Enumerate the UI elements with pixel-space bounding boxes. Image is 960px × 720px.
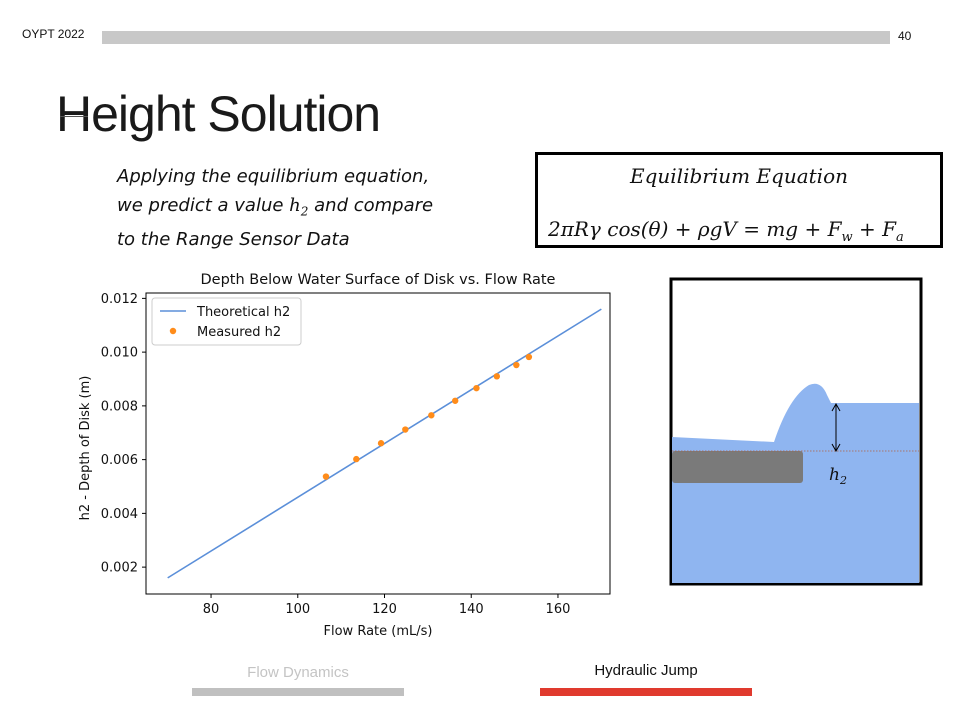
theoretical-h2-line — [167, 308, 602, 579]
measured-h2-point — [377, 440, 385, 447]
y-axis-label: h2 - Depth of Disk (m) — [78, 376, 93, 521]
depth-flow-chart: Depth Below Water Surface of Disk vs. Fl… — [78, 272, 611, 639]
intro-line-2a: we predict a value — [117, 194, 290, 216]
chart-title: Depth Below Water Surface of Disk vs. Fl… — [201, 272, 556, 288]
header-left-label: OYPT 2022 — [22, 27, 85, 41]
h2-arrow-head-bottom — [831, 443, 841, 453]
slide-title: Height Solution — [56, 86, 381, 142]
legend-label-measured: Measured h2 — [197, 325, 281, 340]
intro-var-h: h — [289, 194, 301, 216]
intro-var-sub: 2 — [300, 204, 309, 219]
legend-dot-swatch — [169, 327, 177, 335]
text-cursor — [60, 116, 88, 117]
h2-label-sub: 2 — [839, 474, 847, 487]
equation-mid: + F — [852, 217, 896, 241]
intro-line-1: Applying the equilibrium equation, — [117, 166, 430, 187]
disk — [672, 451, 803, 483]
y-tick-label: 0.002 — [101, 561, 138, 576]
nav-flow-dynamics-bar — [192, 688, 404, 696]
chart-series — [167, 308, 602, 579]
y-tick-label: 0.008 — [101, 399, 138, 414]
disk-jump-diagram: h2 — [669, 277, 923, 586]
header-progress-bar — [102, 31, 890, 44]
plot-frame — [145, 292, 611, 595]
y-tick-label: 0.004 — [101, 507, 138, 522]
equation-sub-a: a — [895, 230, 904, 245]
x-axis-label: Flow Rate (mL/s) — [324, 624, 433, 639]
x-tick-label: 120 — [372, 602, 397, 617]
h2-arrow-head-top — [831, 402, 841, 412]
measured-h2-point — [473, 384, 480, 392]
intro-line-2: we predict a value h2 and compare — [117, 192, 497, 226]
equation-box: Equilibrium Equation 2πRγ cos(θ) + ρgV =… — [535, 152, 943, 248]
y-axis-ticks: 0.002 0.004 0.006 0.008 0.010 0.012 — [101, 292, 146, 576]
water-region — [672, 383, 919, 583]
y-tick-label: 0.006 — [101, 453, 138, 468]
measured-h2-point — [353, 455, 360, 463]
x-tick-label: 140 — [459, 602, 484, 617]
measured-h2-point — [493, 373, 501, 380]
measured-h2-point — [402, 426, 409, 433]
page-number: 40 — [898, 29, 912, 43]
equation-text: 2πRγ cos(θ) + ρgV = mg + Fw + Fa — [548, 217, 904, 245]
y-tick-label: 0.010 — [101, 346, 138, 361]
equation-title: Equilibrium Equation — [630, 164, 848, 188]
nav-hydraulic-jump[interactable]: Hydraulic Jump — [594, 662, 698, 679]
measured-h2-point — [322, 473, 330, 480]
legend-frame — [151, 297, 302, 346]
legend-label-theoretical: Theoretical h2 — [196, 305, 290, 320]
equation-main: 2πRγ cos(θ) + ρgV = mg + F — [548, 217, 842, 241]
legend: Theoretical h2 Measured h2 — [151, 297, 302, 346]
y-tick-label: 0.012 — [101, 292, 138, 307]
plot-area-group: 80 100 120 140 160 0.002 0.004 0.006 0.008 0.010… — [101, 292, 611, 617]
x-tick-label: 100 — [285, 602, 310, 617]
nav-flow-dynamics[interactable]: Flow Dynamics — [247, 664, 349, 681]
measured-h2-point — [428, 412, 435, 419]
measured-h2-point — [513, 361, 520, 369]
x-tick-label: 160 — [546, 602, 571, 617]
equation-sub-w: w — [841, 230, 853, 245]
x-tick-label: 80 — [203, 602, 220, 617]
nav-hydraulic-jump-bar — [540, 688, 752, 696]
h2-label-var: h — [829, 465, 840, 485]
intro-line-3: to the Range Sensor Data — [117, 228, 350, 250]
intro-line-2b: and compare — [308, 194, 434, 216]
measured-h2-point — [451, 397, 459, 404]
intro-var: h2 — [289, 194, 309, 219]
measured-h2-point — [525, 353, 533, 361]
h2-label: h2 — [829, 465, 847, 487]
intro-text: Applying the equilibrium equation, we pr… — [117, 163, 497, 254]
x-axis-ticks: 80 100 120 140 160 — [203, 594, 571, 617]
